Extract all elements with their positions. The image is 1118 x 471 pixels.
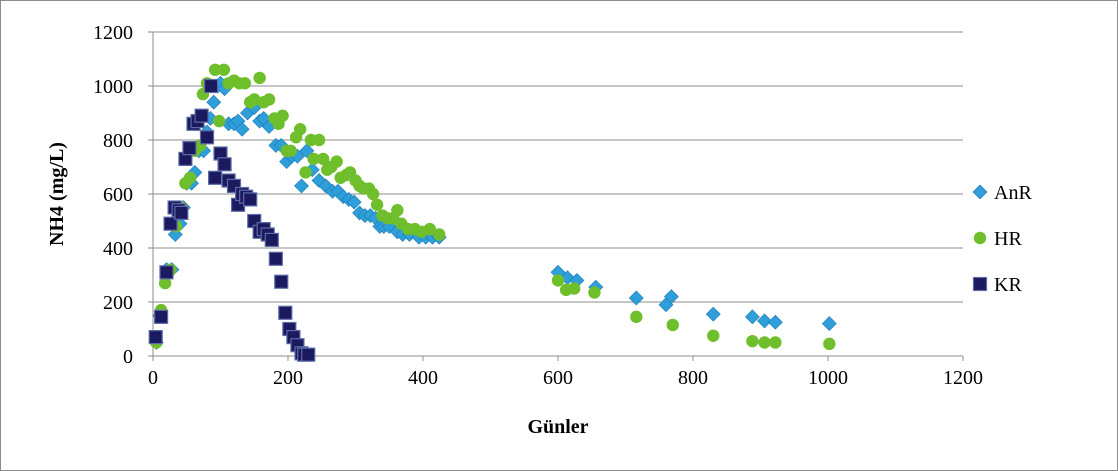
point-HR-35 xyxy=(312,133,326,147)
point-HR-63 xyxy=(630,310,643,324)
point-HR-59 xyxy=(551,274,565,287)
point-AnR-65 xyxy=(757,313,772,329)
point-HR-34 xyxy=(307,152,320,166)
point-HR-68 xyxy=(769,336,782,349)
y-tick-label-200: 200 xyxy=(103,292,133,314)
point-HR-32 xyxy=(299,166,312,179)
point-HR-69 xyxy=(823,337,836,351)
series-AnR xyxy=(148,75,837,350)
point-HR-14 xyxy=(212,114,226,128)
y-axis-title: NH4 (mg/L) xyxy=(46,142,68,246)
legend-marker-KR xyxy=(972,276,988,292)
point-KR-30 xyxy=(278,305,293,320)
gridlines xyxy=(153,31,963,303)
point-HR-39 xyxy=(330,155,343,168)
point-KR-16 xyxy=(217,157,232,172)
point-AnR-14 xyxy=(206,94,222,110)
y-tick-label-400: 400 xyxy=(103,238,133,260)
x-axis-title: Günler xyxy=(527,416,588,438)
point-AnR-67 xyxy=(821,316,837,332)
point-AnR-32 xyxy=(294,178,309,194)
point-HR-65 xyxy=(707,329,720,342)
point-HR-15 xyxy=(217,63,231,76)
x-tick-label-200: 200 xyxy=(273,367,303,389)
point-HR-31 xyxy=(293,123,307,136)
point-AnR-21 xyxy=(234,121,250,137)
y-tick-label-600: 600 xyxy=(103,184,133,206)
point-KR-8 xyxy=(182,141,197,156)
point-AnR-66 xyxy=(767,314,783,330)
point-KR-0 xyxy=(148,330,163,345)
point-KR-27 xyxy=(264,232,279,247)
y-tick-label-1000: 1000 xyxy=(93,76,133,98)
point-HR-48 xyxy=(370,198,384,211)
point-HR-7 xyxy=(183,171,197,184)
x-tick-label-600: 600 xyxy=(543,367,573,389)
point-KR-28 xyxy=(268,251,283,266)
point-HR-57 xyxy=(423,222,436,236)
point-HR-13 xyxy=(208,63,222,76)
point-HR-22 xyxy=(253,71,266,85)
legend-label-AnR: AnR xyxy=(994,182,1032,204)
x-tick-label-1200: 1200 xyxy=(943,367,983,389)
data-points xyxy=(148,63,837,362)
axes xyxy=(148,31,964,361)
point-HR-61 xyxy=(568,282,581,295)
point-HR-64 xyxy=(666,318,679,332)
x-tick-label-0: 0 xyxy=(148,367,158,389)
legend-label-KR: KR xyxy=(994,274,1022,296)
series-HR xyxy=(150,63,836,351)
point-AnR-60 xyxy=(628,290,644,306)
x-tick-label-1000: 1000 xyxy=(808,367,848,389)
point-AnR-64 xyxy=(744,309,760,325)
x-tick-label-800: 800 xyxy=(678,367,708,389)
y-tick-label-800: 800 xyxy=(103,130,133,152)
x-tick-label-400: 400 xyxy=(408,367,438,389)
point-AnR-63 xyxy=(705,306,721,322)
point-KR-29 xyxy=(274,274,289,289)
point-HR-24 xyxy=(262,93,276,106)
point-HR-62 xyxy=(588,286,601,299)
point-HR-47 xyxy=(366,187,380,201)
point-KR-6 xyxy=(174,205,189,220)
point-HR-19 xyxy=(238,77,251,90)
point-HR-67 xyxy=(758,336,771,349)
point-KR-11 xyxy=(194,108,209,123)
point-HR-21 xyxy=(248,93,261,106)
y-tick-label-0: 0 xyxy=(123,346,133,368)
point-AnR-62 xyxy=(663,289,679,305)
point-KR-14 xyxy=(208,170,223,185)
point-KR-13 xyxy=(203,78,219,94)
legend-marker-HR xyxy=(973,231,987,245)
y-tick-label-1200: 1200 xyxy=(93,22,133,44)
point-KR-3 xyxy=(163,216,178,231)
point-HR-66 xyxy=(746,334,759,348)
series-KR xyxy=(148,78,316,362)
point-HR-29 xyxy=(284,144,297,157)
point-HR-2 xyxy=(158,276,172,290)
point-KR-12 xyxy=(199,130,215,145)
tick-labels: 0 200 400 600 800 1000 1200 0 200 400 600 800 1000 12… xyxy=(93,22,983,389)
point-KR-36 xyxy=(301,347,316,362)
legend: AnR HR KR xyxy=(972,182,1032,296)
point-KR-22 xyxy=(243,192,258,207)
legend-marker-AnR xyxy=(972,184,988,200)
point-HR-52 xyxy=(391,204,404,217)
point-HR-27 xyxy=(276,109,289,122)
point-KR-2 xyxy=(159,265,174,280)
point-KR-1 xyxy=(154,309,169,324)
point-HR-36 xyxy=(316,152,330,166)
point-HR-58 xyxy=(433,228,446,241)
point-AnR-41 xyxy=(346,194,362,210)
legend-label-HR: HR xyxy=(994,228,1022,250)
